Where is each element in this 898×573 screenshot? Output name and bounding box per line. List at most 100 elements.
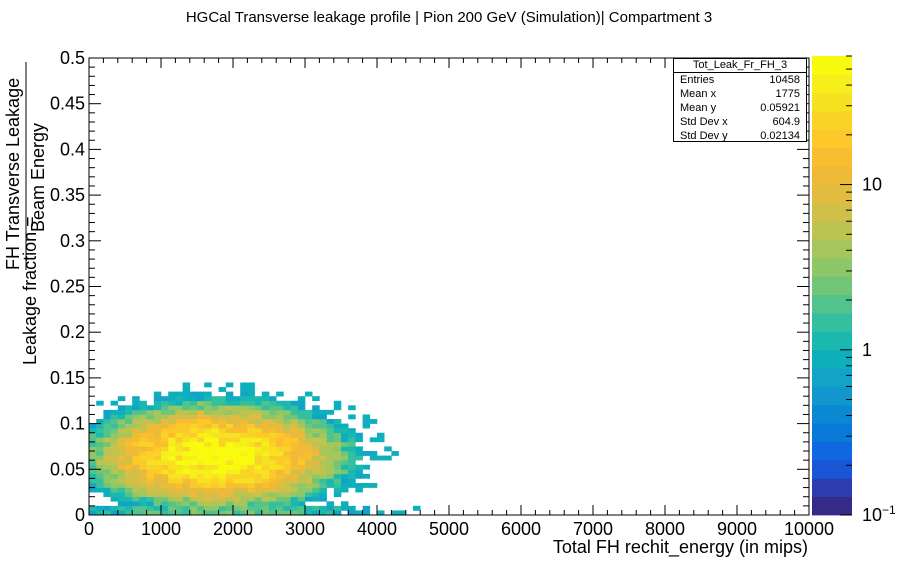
- heatmap-cell: [153, 414, 162, 420]
- heatmap-cell: [261, 469, 270, 475]
- heatmap-cell: [240, 455, 248, 461]
- heatmap-cell: [326, 501, 335, 507]
- heatmap-cell: [211, 409, 219, 415]
- heatmap-cell: [276, 464, 284, 470]
- heatmap-cell: [132, 496, 140, 502]
- heatmap-cell: [254, 400, 263, 406]
- heatmap-cell: [261, 419, 270, 424]
- heatmap-cell: [290, 501, 299, 507]
- heatmap-cell: [333, 505, 342, 511]
- heatmap-cell: [132, 396, 140, 402]
- heatmap-cell: [240, 409, 248, 415]
- heatmap-cell: [269, 487, 277, 493]
- heatmap-cell: [233, 510, 241, 516]
- heatmap-cell: [305, 473, 313, 479]
- heatmap-cell: [355, 455, 363, 461]
- heatmap-cell: [182, 464, 191, 470]
- heatmap-cell: [146, 423, 155, 429]
- heatmap-cell: [225, 510, 234, 516]
- heatmap-cell: [276, 419, 284, 424]
- heatmap-cell: [182, 510, 191, 516]
- heatmap-cell: [369, 451, 378, 456]
- heatmap-cell: [132, 510, 140, 516]
- heatmap-cell: [161, 469, 169, 475]
- heatmap-cell: [146, 419, 155, 424]
- heatmap-cell: [247, 487, 255, 493]
- heatmap-cell: [261, 451, 270, 456]
- heatmap-cell: [132, 492, 140, 498]
- heatmap-cell: [146, 492, 155, 498]
- heatmap-cell: [89, 423, 97, 429]
- heatmap-cell: [247, 382, 255, 388]
- heatmap-cell: [139, 492, 147, 498]
- heatmap-cell: [333, 405, 342, 411]
- colorbar-segment: [812, 331, 852, 351]
- x-tick-label: 5000: [429, 519, 469, 539]
- heatmap-cell: [96, 428, 104, 434]
- heatmap-cell: [312, 464, 320, 470]
- heatmap-cell: [153, 437, 162, 443]
- heatmap-cell: [254, 446, 263, 452]
- heatmap-cell: [168, 501, 176, 507]
- heatmap-cell: [333, 451, 342, 456]
- heatmap-cell: [211, 405, 219, 411]
- heatmap-cell: [168, 469, 176, 475]
- heatmap-cell: [218, 487, 227, 493]
- heatmap-cell: [283, 464, 291, 470]
- heatmap-cell: [204, 487, 212, 493]
- heatmap-cell: [297, 473, 306, 479]
- heatmap-cell: [189, 492, 198, 498]
- heatmap-cell: [146, 446, 155, 452]
- heatmap-cell: [189, 501, 198, 507]
- heatmap-cell: [153, 423, 162, 429]
- colorbar-segment: [812, 459, 852, 479]
- heatmap-cell: [305, 428, 313, 434]
- heatmap-cell: [276, 501, 284, 507]
- heatmap-cell: [110, 478, 119, 484]
- heatmap-cell: [261, 428, 270, 434]
- heatmap-cell: [189, 423, 198, 429]
- heatmap-cell: [211, 455, 219, 461]
- heatmap-cell: [240, 400, 248, 406]
- heatmap-cell: [125, 464, 133, 470]
- heatmap-cell: [218, 405, 227, 411]
- heatmap-cell: [225, 391, 234, 397]
- heatmap-cell: [341, 451, 349, 456]
- heatmap-cell: [204, 441, 212, 447]
- heatmap-cell: [269, 510, 277, 516]
- heatmap-cell: [240, 451, 248, 456]
- heatmap-cell: [103, 469, 111, 475]
- heatmap-cell: [211, 451, 219, 456]
- heatmap-cell: [211, 469, 219, 475]
- heatmap-cell: [247, 496, 255, 502]
- heatmap-cell: [182, 387, 191, 392]
- heatmap-cell: [96, 451, 104, 456]
- heatmap-cell: [96, 473, 104, 479]
- heatmap-cell: [168, 483, 176, 488]
- heatmap-cell: [254, 501, 263, 507]
- heatmap-cell: [204, 492, 212, 498]
- heatmap-cell: [319, 510, 327, 516]
- heatmap-cell: [132, 405, 140, 411]
- heatmap-cell: [211, 441, 219, 447]
- heatmap-cell: [139, 469, 147, 475]
- heatmap-cell: [312, 505, 320, 511]
- heatmap-cell: [269, 505, 277, 511]
- heatmap-cell: [175, 455, 183, 461]
- heatmap-cell: [110, 505, 119, 511]
- heatmap-cell: [218, 387, 227, 392]
- heatmap-cell: [153, 428, 162, 434]
- heatmap-cell: [276, 432, 284, 438]
- heatmap-cell: [261, 446, 270, 452]
- heatmap-cell: [117, 455, 126, 461]
- heatmap-cell: [269, 469, 277, 475]
- heatmap-cell: [305, 492, 313, 498]
- heatmap-cell: [283, 419, 291, 424]
- heatmap-cell: [89, 505, 97, 511]
- heatmap-cell: [369, 437, 378, 443]
- heatmap-cell: [175, 423, 183, 429]
- heatmap-cell: [341, 469, 349, 475]
- heatmap-cell: [168, 400, 176, 406]
- heatmap-cell: [117, 409, 126, 415]
- heatmap-cell: [175, 483, 183, 488]
